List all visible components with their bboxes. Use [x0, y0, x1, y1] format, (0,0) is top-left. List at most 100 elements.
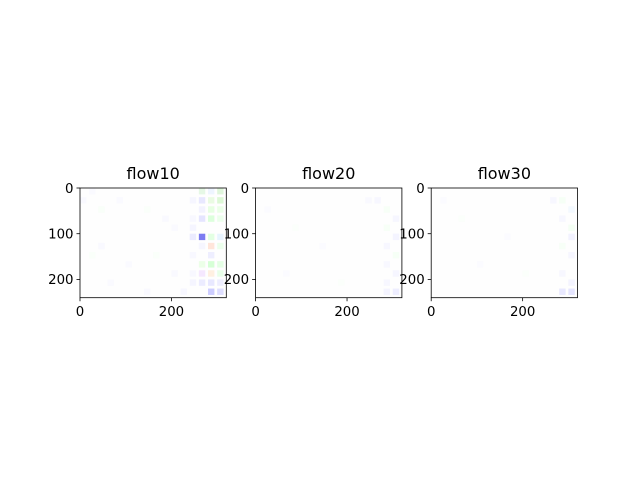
image-cell	[208, 288, 215, 295]
image-cell	[208, 215, 215, 222]
image-cell	[522, 270, 530, 277]
image-cell	[383, 288, 391, 295]
image-cell	[144, 288, 151, 295]
image-cell	[208, 242, 215, 250]
y-tick-label: 100	[399, 228, 424, 243]
x-tick-label: 0	[251, 305, 259, 320]
image-cell	[217, 288, 224, 295]
image-cell	[392, 233, 400, 241]
image-cell	[116, 197, 123, 204]
image-cell	[189, 215, 197, 222]
image-cell	[217, 279, 224, 286]
image-cell	[383, 242, 391, 250]
image-cell	[171, 224, 178, 231]
image-cell	[208, 270, 215, 277]
image-background	[255, 188, 402, 298]
image-cell	[568, 224, 575, 231]
image-cell	[198, 242, 206, 250]
image-cell	[208, 197, 215, 204]
image-cell	[392, 251, 400, 259]
image-cell	[392, 215, 400, 222]
image-cell	[107, 279, 114, 286]
image-cell	[283, 270, 290, 277]
image-cell	[208, 188, 215, 195]
image-cell	[198, 188, 206, 195]
image-cell	[180, 288, 187, 295]
y-tick-label: 100	[48, 228, 73, 243]
image-cell	[559, 197, 566, 204]
axes-frame	[79, 187, 227, 299]
image-cell	[208, 233, 215, 241]
y-tick-label: 100	[224, 228, 249, 243]
image-cell	[559, 288, 566, 295]
x-tick-label: 0	[76, 305, 84, 320]
image-cell	[198, 206, 206, 213]
image-cell	[153, 251, 160, 259]
image-cell	[568, 206, 575, 213]
image-cell	[80, 197, 87, 204]
image-cell	[208, 279, 215, 286]
x-tick-label: 200	[159, 305, 184, 320]
image-cell	[264, 206, 272, 213]
image-cell	[144, 206, 151, 213]
image-cell	[125, 261, 133, 268]
image-cell	[89, 251, 96, 259]
image-cell	[162, 215, 169, 222]
image-cell	[98, 242, 105, 250]
image-cell	[208, 206, 215, 213]
image-cell	[198, 270, 206, 277]
image-cell	[383, 206, 391, 213]
image-cell	[217, 188, 224, 195]
y-tick-label: 200	[399, 273, 424, 288]
y-tick-label: 0	[416, 182, 424, 197]
image-cell	[189, 251, 197, 259]
chart-title: flow30	[478, 164, 531, 183]
chart-title: flow20	[302, 164, 355, 183]
image-cell	[383, 279, 391, 286]
image-cell	[365, 197, 372, 204]
image-cell	[217, 233, 224, 241]
image-cell	[217, 261, 224, 268]
image-cell	[383, 224, 391, 231]
image-cell	[559, 242, 566, 250]
image-cell	[217, 197, 224, 204]
x-tick-label: 200	[510, 305, 535, 320]
image-cell	[198, 197, 206, 204]
image-cell	[189, 224, 197, 231]
image-cell	[217, 242, 224, 250]
image-cell	[392, 270, 400, 277]
y-tick-label: 200	[48, 273, 73, 288]
image-cell	[98, 206, 105, 213]
image-cell	[189, 270, 197, 277]
image-cell	[504, 233, 511, 241]
y-tick-label: 200	[224, 273, 249, 288]
y-tick-label: 0	[65, 182, 73, 197]
image-cell	[568, 251, 575, 259]
image-cell	[550, 197, 557, 204]
image-cell	[217, 215, 224, 222]
image-cell	[319, 242, 327, 250]
image-background	[431, 188, 578, 298]
image-cell	[292, 224, 299, 231]
image-cell	[568, 288, 575, 295]
image-cell	[440, 197, 447, 204]
image-cell	[208, 251, 215, 259]
subplot-3: flow30 0 200 0 100 200	[399, 164, 578, 320]
image-cell	[189, 197, 197, 204]
image-cell	[89, 188, 96, 195]
image-cell	[198, 233, 206, 241]
image-cell	[559, 270, 566, 277]
image-cell	[374, 197, 381, 204]
subplot-1: flow10 0 200 0 100 200	[48, 164, 227, 320]
image-cell	[208, 261, 215, 268]
image-cell	[171, 270, 178, 277]
image-cell	[559, 215, 566, 222]
image-cell	[198, 261, 206, 268]
axes-frame	[255, 187, 403, 299]
image-cell	[476, 261, 484, 268]
image-cell	[458, 215, 466, 222]
image-cell	[189, 233, 197, 241]
image-cell	[198, 215, 206, 222]
